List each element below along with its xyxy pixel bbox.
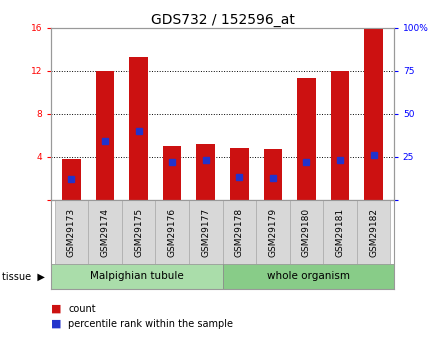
Bar: [297, 78, 316, 200]
Text: percentile rank within the sample: percentile rank within the sample: [68, 319, 233, 329]
Bar: [256, 200, 290, 264]
Bar: [263, 149, 282, 200]
Text: GSM29175: GSM29175: [134, 207, 143, 257]
Text: GSM29181: GSM29181: [336, 207, 344, 257]
Bar: [122, 200, 155, 264]
Bar: [290, 200, 323, 264]
Text: Malpighian tubule: Malpighian tubule: [90, 272, 184, 281]
Text: whole organism: whole organism: [267, 272, 350, 281]
Text: GSM29178: GSM29178: [235, 207, 244, 257]
Text: GSM29174: GSM29174: [101, 207, 109, 257]
Bar: [357, 200, 390, 264]
Text: ■: ■: [51, 304, 62, 314]
Bar: [323, 200, 357, 264]
Bar: [129, 57, 148, 200]
Text: GSM29180: GSM29180: [302, 207, 311, 257]
Bar: [364, 28, 383, 200]
Text: ■: ■: [51, 319, 62, 329]
Bar: [55, 200, 88, 264]
Bar: [222, 200, 256, 264]
Bar: [155, 200, 189, 264]
Text: GSM29182: GSM29182: [369, 207, 378, 257]
Bar: [96, 71, 114, 200]
Text: GSM29177: GSM29177: [201, 207, 210, 257]
Bar: [331, 71, 349, 200]
Text: GSM29176: GSM29176: [168, 207, 177, 257]
Text: tissue  ▶: tissue ▶: [2, 272, 45, 281]
Bar: [51, 264, 223, 289]
Bar: [196, 144, 215, 200]
Bar: [222, 264, 394, 289]
Bar: [163, 146, 182, 200]
Text: GSM29179: GSM29179: [268, 207, 277, 257]
Bar: [88, 200, 122, 264]
Bar: [189, 200, 222, 264]
Text: count: count: [68, 304, 96, 314]
Text: GSM29173: GSM29173: [67, 207, 76, 257]
Title: GDS732 / 152596_at: GDS732 / 152596_at: [150, 12, 295, 27]
Bar: [230, 148, 249, 200]
Bar: [62, 159, 81, 200]
